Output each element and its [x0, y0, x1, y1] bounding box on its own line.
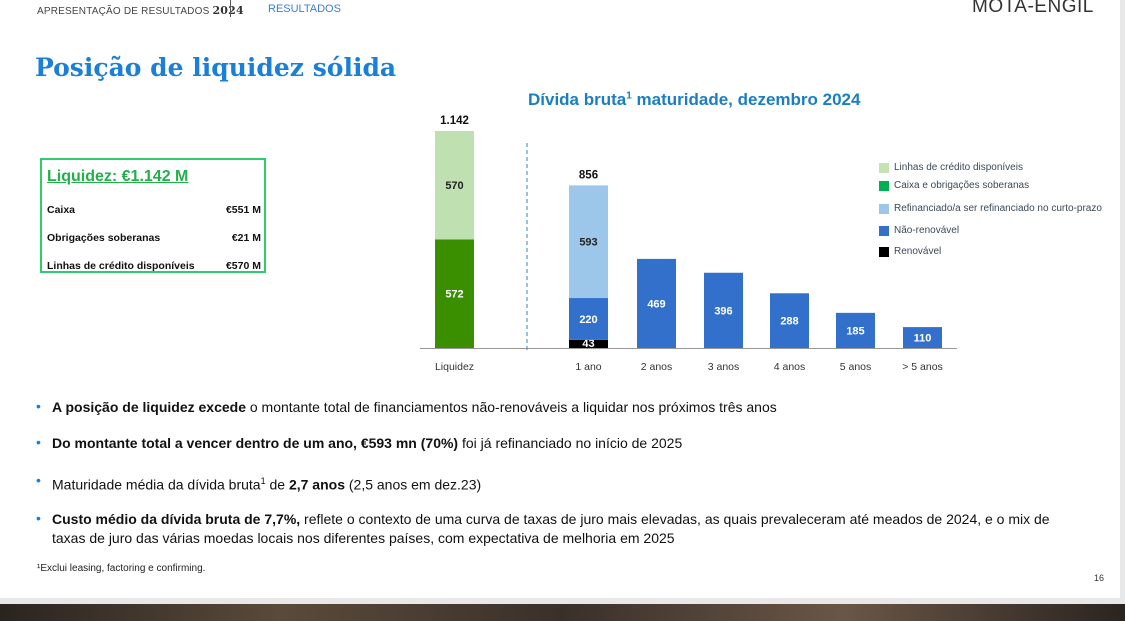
x-tick-label: Liquidez [435, 361, 474, 373]
bullet-icon: • [36, 510, 41, 526]
bar-value-label: 593 [579, 237, 597, 249]
x-tick-label: 1 ano [575, 361, 601, 373]
legend-swatch [879, 225, 889, 236]
x-tick-label: 5 anos [840, 361, 872, 373]
debt-maturity-chart: 572 570 Liquidez 43 220 593 1 ano 469 2 anos 396 3… [420, 115, 957, 373]
header-presentation-label: APRESENTAÇÃO DE RESULTADOS 2024 [37, 4, 244, 17]
bullet-item: • A posição de liquidez excede o montante… [36, 398, 777, 415]
bar-value-label: 288 [780, 316, 798, 328]
bar-segment [770, 293, 809, 348]
legend-item: Renovável [879, 246, 941, 257]
bar-segment [435, 131, 474, 240]
bar-segment [435, 239, 474, 348]
company-logo: MOTA-ENGIL [972, 0, 1094, 17]
bar-value-label: 220 [579, 314, 597, 326]
bullet-item: • Maturidade média da dívida bruta1 de 2,… [36, 472, 482, 493]
bar-value-label: 185 [846, 325, 864, 337]
bar-value-label: 110 [914, 333, 932, 345]
bar-value-label: 43 [582, 338, 594, 350]
liquidity-row: Caixa €551 M [47, 204, 261, 216]
bullet-item: • Do montante total a vencer dentro de um… [36, 434, 683, 451]
x-tick-label: 2 anos [641, 361, 673, 373]
row-value: €21 M [231, 232, 261, 244]
legend-item: Linhas de crédito disponíveis [879, 162, 1023, 173]
liquidity-box: Liquidez: €1.142 M Caixa €551 M Obrigaçõe… [40, 158, 266, 273]
liquidity-title: Liquidez: €1.142 M [47, 168, 189, 185]
row-label: Caixa [47, 204, 76, 216]
bar-segment [704, 272, 743, 348]
bar-segment [569, 185, 608, 299]
bar-segment [569, 298, 608, 340]
bar-segment [903, 327, 942, 348]
bar-total-label: 1.142 [440, 115, 469, 127]
row-value: €570 M [225, 260, 261, 272]
bar-segment [637, 258, 676, 348]
row-value: €551 M [225, 204, 261, 216]
bar-value-label: 469 [647, 298, 665, 310]
legend-swatch [879, 246, 889, 257]
bar-segment [569, 339, 608, 348]
bullet-item: • Custo médio da dívida bruta de 7,7%, re… [36, 510, 1050, 546]
bullet-icon: • [36, 434, 41, 450]
x-tick-label: 3 anos [708, 361, 740, 373]
bullet-icon: • [36, 398, 41, 414]
bar-total-label: 856 [579, 169, 598, 181]
background-strip [0, 604, 1125, 621]
header-section-tab[interactable]: RESULTADOS [268, 3, 341, 15]
chart-title: Dívida bruta1 maturidade, dezembro 2024 [528, 90, 861, 109]
bar-value-label: 396 [714, 305, 732, 317]
page-title: Posição de liquidez sólida [35, 53, 397, 82]
x-tick-label: > 5 anos [902, 361, 943, 373]
bar-value-label: 572 [445, 289, 463, 301]
legend-item: Refinanciado/a ser refinanciado no curto… [879, 203, 1102, 214]
slide: APRESENTAÇÃO DE RESULTADOS 2024 RESULTAD… [0, 0, 1120, 598]
bar-segment [836, 312, 875, 348]
page-number: 16 [1094, 573, 1105, 583]
legend-swatch [879, 162, 889, 173]
x-tick-label: 4 anos [774, 361, 806, 373]
footnote: ¹Exclui leasing, factoring e confirming. [37, 563, 206, 574]
liquidity-row: Obrigações soberanas €21 M [47, 232, 261, 244]
legend-swatch [879, 203, 889, 214]
row-label: Linhas de crédito disponíveis [47, 260, 195, 272]
legend-item: Não-renovável [879, 225, 959, 236]
row-label: Obrigações soberanas [47, 232, 161, 244]
legend-swatch [879, 180, 889, 191]
bullet-icon: • [36, 472, 41, 488]
bar-value-label: 570 [445, 180, 463, 192]
legend-item: Caixa e obrigações soberanas [879, 180, 1029, 191]
liquidity-row: Linhas de crédito disponíveis €570 M [47, 260, 261, 272]
header-divider [230, 0, 231, 17]
